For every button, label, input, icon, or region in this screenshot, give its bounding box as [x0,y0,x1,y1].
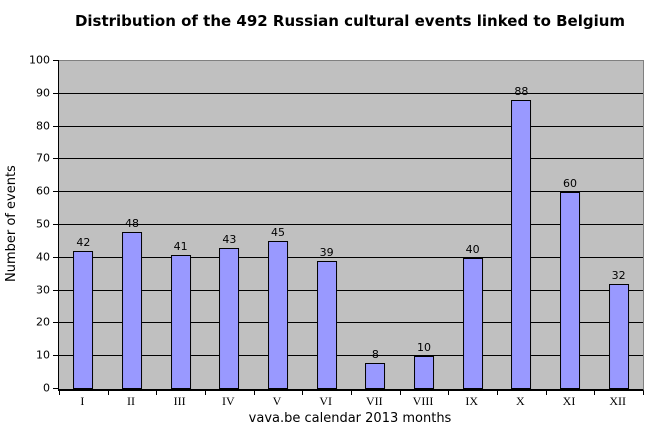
gridline [59,355,643,357]
x-axis-tick [253,391,255,395]
bar [170,254,191,389]
x-axis-category-label: I [80,394,85,408]
chart-title: Distribution of the 492 Russian cultural… [74,12,626,30]
y-axis-tick [53,60,59,61]
bar-value-label: 60 [563,177,577,191]
x-axis-category-label: V [272,394,282,408]
x-axis-tick [399,391,401,395]
gridline [59,224,643,225]
x-axis-tick [205,391,206,395]
x-axis-tick [59,391,60,395]
bar [122,231,142,389]
bar [268,241,288,389]
gridline [59,125,643,127]
x-axis-tick [351,391,352,395]
bar [219,247,240,389]
x-axis-category-label: IX [465,394,478,408]
x-axis-tick [156,391,158,395]
gridline [59,158,643,160]
bar [316,261,337,389]
y-axis: 0 10 20 30 40 50 60 70 80 90 100 [0,55,50,394]
y-axis-tick [53,256,59,258]
y-axis-tick-label: 20 [36,315,50,329]
x-axis-category-label: III [173,394,186,408]
y-axis-tick [53,92,59,94]
x-axis-tick [545,391,547,395]
y-axis-tick-label: 10 [36,348,50,362]
bar-value-label: 41 [173,239,188,253]
y-axis-tick-label: 30 [36,283,50,297]
y-axis-tick [53,125,59,127]
bar-value-label: 48 [125,216,139,230]
x-axis-tick [594,391,596,395]
x-axis-category-label: XI [562,394,576,408]
gridline [59,191,643,193]
x-axis-category-label: XII [609,394,626,408]
bar-value-label: 42 [76,236,91,250]
x-axis-tick [302,391,304,395]
x-axis-tick [448,391,450,395]
y-axis-tick [53,158,59,160]
x-axis-category-label: X [515,394,525,408]
y-axis-tick [53,289,59,291]
bar-value-label: 40 [465,242,480,256]
x-axis-category-label: VIII [412,394,434,408]
bar [73,251,94,389]
bar-value-label: 43 [222,232,237,246]
bar-value-label: 88 [514,85,529,99]
x-axis-category-label: IV [221,394,235,408]
y-axis-tick [53,355,59,357]
x-axis-category-label: VI [319,394,332,408]
bar-value-label: 32 [611,269,626,283]
bar [365,362,386,389]
y-axis-tick-label: 0 [43,381,50,395]
bar [560,192,580,389]
x-axis-category-label: II [127,394,135,408]
bar [462,257,483,389]
y-axis-tick-label: 60 [36,184,50,198]
y-axis-tick-label: 80 [36,119,50,133]
gridline [59,322,643,324]
plot-area: 42 48 41 43 45 39 8 10 40 88 60 32 [53,60,644,395]
bar-value-label: 39 [319,246,334,260]
y-axis-tick-label: 90 [36,86,50,100]
y-axis-tick [53,224,59,225]
x-axis-tick [107,391,109,395]
x-axis-title: vava.be calendar 2013 months [248,411,452,426]
y-axis-tick [53,388,59,389]
bar [511,100,532,389]
bar-value-label: 8 [371,347,379,361]
x-axis: I II III IV V VI VII VIII IX X XI XII [58,392,642,408]
bar [608,284,629,389]
bar-value-label: 45 [271,226,285,240]
y-axis-tick-label: 70 [36,151,50,165]
x-axis-tick [497,391,498,395]
x-axis-tick [643,391,644,395]
y-axis-tick [53,191,59,193]
y-axis-tick-label: 50 [36,217,50,231]
bar [414,356,434,389]
bar-value-label: 10 [417,341,431,355]
y-axis-tick-label: 100 [29,53,50,67]
gridline [59,256,643,258]
y-axis-tick-label: 40 [36,250,50,264]
y-axis-tick [53,322,59,324]
gridline [59,289,643,291]
gridline [59,92,643,94]
x-axis-category-label: VII [365,394,383,408]
